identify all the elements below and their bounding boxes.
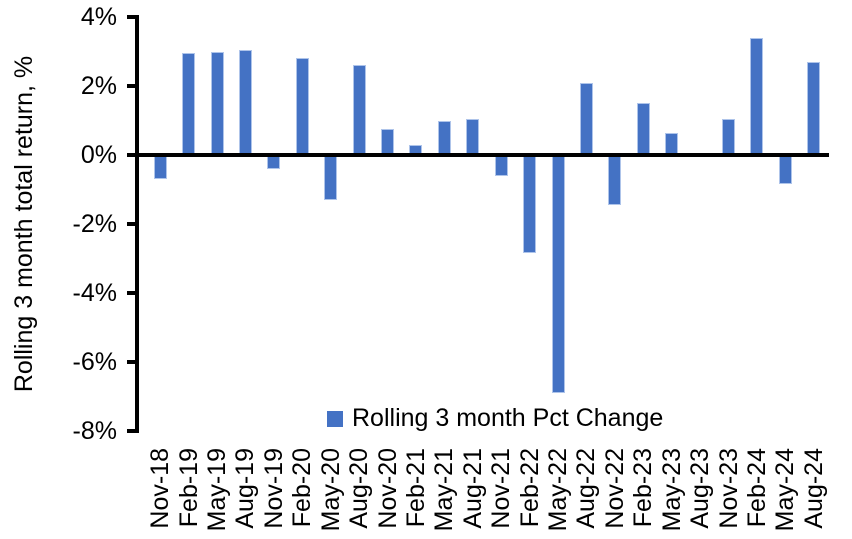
x-tick-label: May-22 — [544, 448, 573, 532]
y-tick-mark — [127, 153, 139, 157]
x-tick-label: Feb-19 — [174, 448, 203, 528]
x-tick-label: Feb-21 — [401, 448, 430, 528]
bar-Nov-19 — [267, 155, 281, 169]
x-tick-label: Aug-23 — [686, 448, 715, 529]
bar-Aug-21 — [466, 118, 480, 155]
bar-May-24 — [778, 155, 792, 185]
x-tick-label: Nov-21 — [487, 448, 516, 529]
bar-Aug-19 — [238, 49, 252, 155]
bar-Feb-24 — [750, 37, 764, 155]
y-tick-mark — [127, 222, 139, 226]
y-tick-mark — [127, 15, 139, 19]
y-tick-mark — [127, 291, 139, 295]
y-tick-label: -6% — [72, 348, 117, 376]
bar-Nov-22 — [608, 155, 622, 206]
y-tick-label: 2% — [80, 72, 117, 100]
bar-Feb-19 — [182, 53, 196, 155]
x-tick-label: Feb-22 — [515, 448, 544, 528]
x-tick-label: Feb-20 — [288, 448, 317, 528]
bar-Feb-22 — [523, 155, 537, 254]
y-tick-mark — [127, 84, 139, 88]
bar-Aug-22 — [579, 82, 593, 155]
x-tick-label: Nov-20 — [373, 448, 402, 529]
x-tick-label: Nov-23 — [714, 448, 743, 529]
legend: Rolling 3 month Pct Change — [327, 405, 663, 431]
bars-container — [146, 17, 828, 431]
x-tick-label: May-20 — [316, 448, 345, 532]
x-tick-label: Aug-24 — [799, 448, 828, 529]
x-tick-label: May-21 — [430, 448, 459, 532]
x-tick-label: Nov-22 — [600, 448, 629, 529]
x-tick-label: May-24 — [771, 448, 800, 532]
bar-May-21 — [437, 120, 451, 155]
bar-May-20 — [324, 155, 338, 200]
bar-Feb-23 — [636, 103, 650, 155]
bar-Nov-18 — [153, 155, 167, 180]
y-tick-label: 0% — [80, 141, 117, 169]
y-tick-label: -8% — [72, 417, 117, 445]
x-tick-label: Feb-23 — [629, 448, 658, 528]
bar-Aug-24 — [807, 61, 821, 155]
y-tick-mark — [127, 360, 139, 364]
x-tick-label: Nov-18 — [146, 448, 175, 529]
bar-Nov-21 — [494, 155, 508, 176]
x-axis-zero-line — [135, 153, 829, 157]
y-tick-label: -2% — [72, 210, 117, 238]
x-tick-label: May-19 — [203, 448, 232, 532]
x-tick-label: Aug-20 — [345, 448, 374, 529]
bar-Aug-20 — [352, 65, 366, 155]
x-tick-label: Feb-24 — [742, 448, 771, 528]
y-tick-label: -4% — [72, 279, 117, 307]
x-tick-label: Nov-19 — [259, 448, 288, 529]
y-tick-label: 4% — [80, 3, 117, 31]
bar-Nov-20 — [381, 129, 395, 155]
y-tick-mark — [127, 429, 139, 433]
legend-label: Rolling 3 month Pct Change — [352, 404, 664, 432]
bar-May-19 — [210, 51, 224, 155]
x-tick-label: Aug-21 — [458, 448, 487, 529]
x-tick-label: May-23 — [657, 448, 686, 532]
bar-May-22 — [551, 155, 565, 394]
bar-Nov-23 — [722, 118, 736, 155]
legend-color-swatch — [327, 411, 343, 427]
x-tick-label: Aug-22 — [572, 448, 601, 529]
bar-Feb-20 — [295, 58, 309, 155]
bar-May-23 — [665, 132, 679, 155]
x-tick-label: Aug-19 — [231, 448, 260, 529]
